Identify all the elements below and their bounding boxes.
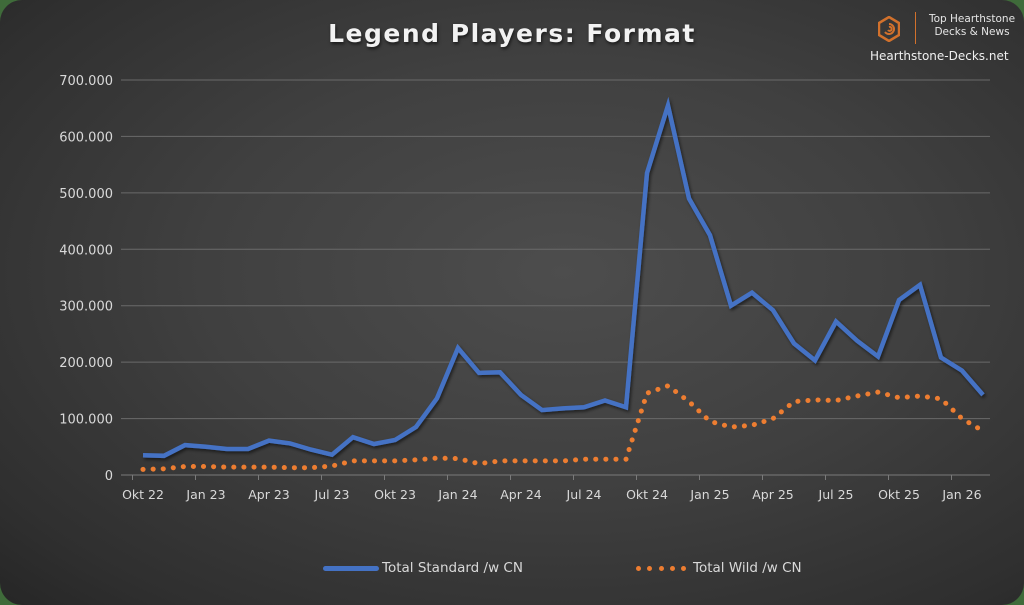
x-tick-label: Jul 25 [818,487,854,502]
legend: Total Standard /w CN Total Wild /w CN [0,556,1024,580]
series-lines [140,96,986,472]
y-axis-labels: 0 100.000 200.000 300.000 400.000 500.000 600.… [59,74,113,484]
brand-url[interactable]: Hearthstone-Decks.net [870,49,1009,63]
x-tick-label: Jan 24 [437,487,477,502]
y-tick-label: 700.000 [59,74,113,89]
gridlines [121,79,990,420]
brand-tagline-1: Top Hearthstone [928,13,1016,25]
legend-item-standard[interactable]: Total Standard /w CN [323,556,523,580]
y-tick-label: 300.000 [59,300,113,315]
y-tick-label: 500.000 [59,187,113,202]
x-tick-label: Apr 24 [500,487,542,502]
x-tick-label: Jan 25 [689,487,729,502]
legend-swatch-dotted-line-icon [636,565,686,571]
y-tick-label: 200.000 [59,356,113,371]
x-tick-label: Jan 23 [185,487,225,502]
hearthstone-logo-icon [878,16,900,42]
legend-label-wild: Total Wild /w CN [693,560,802,576]
series-line-wild[interactable] [140,382,986,472]
x-tick-label: Okt 24 [626,487,668,502]
x-tick-label: Apr 25 [752,487,794,502]
x-tick-label: Okt 25 [878,487,920,502]
x-tick-label: Jul 23 [314,487,350,502]
brand-tagline-2: Decks & News [934,26,1010,38]
chart-title: Legend Players: Format [328,19,696,48]
y-tick-label: 100.000 [59,413,113,428]
x-tick-label: Apr 23 [248,487,290,502]
y-tick-label: 0 [105,469,113,484]
x-tick-label: Jan 26 [941,487,981,502]
brand-separator [915,12,916,44]
x-tick-label: Jul 24 [566,487,602,502]
x-tick-label: Okt 22 [122,487,164,502]
series-line-standard[interactable] [142,96,985,459]
legend-label-standard: Total Standard /w CN [382,560,523,576]
x-axis: Okt 22 Jan 23 Apr 23 Jul 23 Okt 23 Jan 24 Apr … [121,474,990,502]
legend-swatch-solid-line-icon [323,565,379,571]
x-tick-label: Okt 23 [374,487,416,502]
y-tick-label: 600.000 [59,130,113,145]
y-tick-label: 400.000 [59,243,113,258]
brand-block[interactable]: Top Hearthstone Decks & News Hearthstone… [866,8,1016,68]
legend-item-wild[interactable]: Total Wild /w CN [636,556,802,580]
